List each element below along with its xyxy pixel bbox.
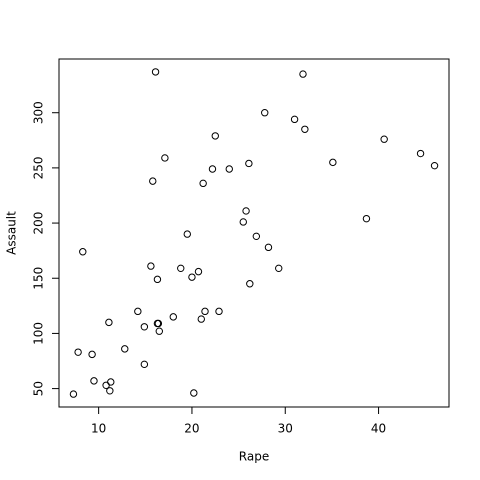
point xyxy=(261,109,269,117)
point xyxy=(147,262,155,270)
point xyxy=(252,232,261,241)
point xyxy=(329,158,337,167)
point xyxy=(140,323,149,331)
point xyxy=(149,177,157,185)
point xyxy=(134,307,142,316)
point xyxy=(299,70,307,78)
point xyxy=(190,389,198,397)
point xyxy=(301,125,309,133)
point xyxy=(90,377,98,385)
point xyxy=(290,115,299,124)
point xyxy=(430,161,439,170)
point xyxy=(208,165,217,173)
y-tick-label: 50 xyxy=(32,381,46,396)
point xyxy=(199,179,207,188)
point xyxy=(153,275,162,284)
y-tick-label: 250 xyxy=(32,156,46,179)
point xyxy=(105,318,113,327)
point xyxy=(188,273,196,281)
y-tick-label: 100 xyxy=(32,322,46,345)
x-tick-label: 30 xyxy=(278,422,293,436)
point xyxy=(242,207,250,215)
point xyxy=(169,313,177,321)
point xyxy=(79,248,87,256)
point xyxy=(140,360,149,369)
y-axis-label: Assault xyxy=(5,211,19,255)
point xyxy=(362,214,371,223)
point xyxy=(245,159,253,168)
point xyxy=(416,149,425,158)
point xyxy=(74,348,82,356)
point xyxy=(88,350,96,359)
y-tick-label: 200 xyxy=(32,212,46,235)
point xyxy=(161,154,169,162)
x-tick-label: 40 xyxy=(371,422,386,436)
point xyxy=(121,345,129,353)
point xyxy=(197,315,205,323)
point xyxy=(211,132,219,140)
point xyxy=(215,307,223,316)
point xyxy=(225,165,233,173)
point xyxy=(194,267,203,276)
point xyxy=(106,387,114,395)
point xyxy=(102,381,110,389)
point xyxy=(239,218,247,226)
point xyxy=(246,280,254,288)
x-tick-label: 10 xyxy=(91,422,106,436)
point xyxy=(155,327,163,335)
y-tick-label: 150 xyxy=(32,267,46,290)
point xyxy=(380,135,388,143)
x-tick-label: 20 xyxy=(184,422,199,436)
point xyxy=(275,264,283,273)
point xyxy=(201,307,209,316)
point xyxy=(177,264,185,273)
point xyxy=(154,319,163,328)
x-axis-label: Rape xyxy=(239,450,269,464)
plot-box xyxy=(58,58,450,408)
point xyxy=(151,68,160,76)
point xyxy=(264,243,273,252)
point xyxy=(69,390,78,398)
point xyxy=(183,230,191,238)
y-tick-label: 300 xyxy=(32,101,46,124)
